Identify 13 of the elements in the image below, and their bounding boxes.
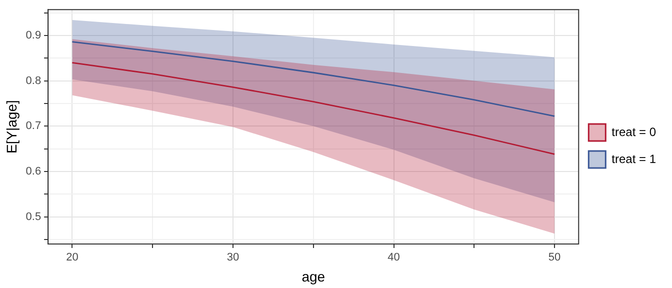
legend-label: treat = 0: [612, 124, 656, 139]
y-tick-label: 0.5: [26, 210, 42, 223]
y-tick-label: 0.6: [26, 165, 42, 178]
x-tick-label: 20: [66, 252, 78, 264]
y-tick-label: 0.7: [26, 120, 42, 132]
legend-label: treat = 1: [612, 152, 656, 166]
y-tick-label: 0.8: [26, 74, 42, 87]
x-axis-title: age: [302, 268, 326, 284]
y-tick-label: 0.9: [26, 29, 42, 42]
x-tick-label: 40: [388, 252, 400, 264]
x-tick-label: 30: [226, 252, 240, 264]
x-tick-label: 50: [548, 252, 561, 264]
y-axis-title: E[Y|age]: [3, 100, 20, 154]
